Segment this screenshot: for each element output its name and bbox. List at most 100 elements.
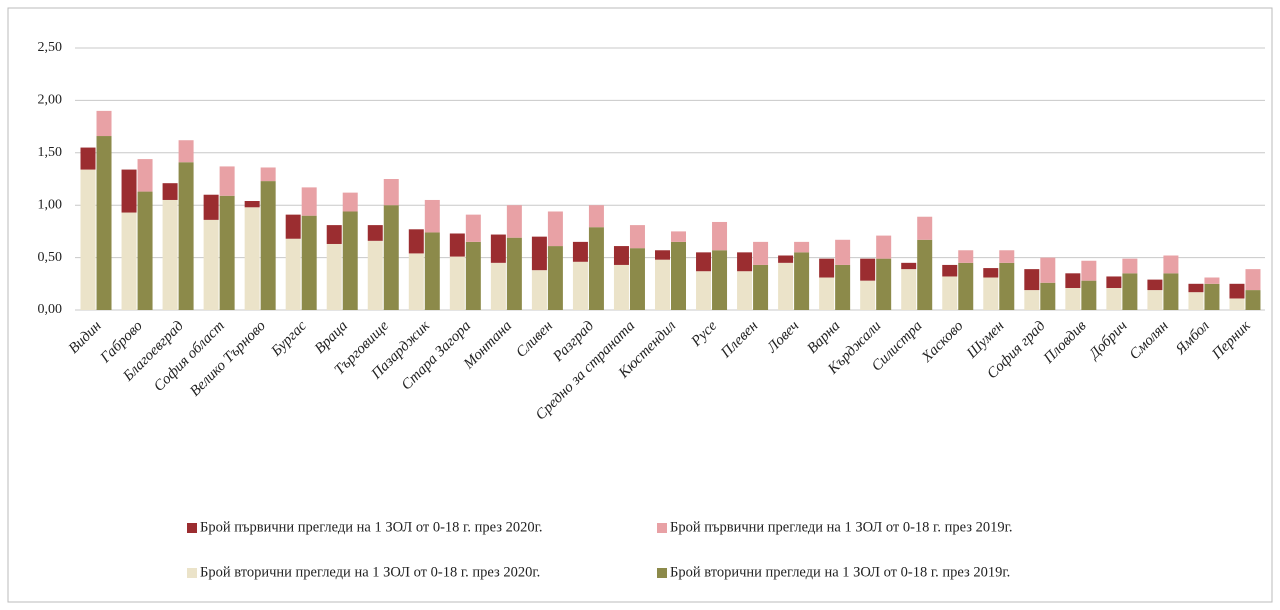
bar-segment xyxy=(1204,283,1220,310)
bar-segment xyxy=(531,270,547,310)
bar-segment xyxy=(465,214,481,242)
bar-segment xyxy=(326,243,342,310)
y-tick-label: 1,00 xyxy=(38,197,63,212)
bar-segment xyxy=(712,250,728,310)
bar-segment xyxy=(671,241,686,310)
bar-segment xyxy=(655,259,670,310)
bar-segment xyxy=(465,241,481,310)
bar-segment xyxy=(449,233,465,257)
bar-segment xyxy=(983,268,999,278)
bar-segment xyxy=(588,227,604,310)
bar-segment xyxy=(1188,283,1204,293)
bar-segment xyxy=(162,183,178,200)
bar-segment xyxy=(778,255,794,263)
bar-segment xyxy=(490,262,506,310)
bar-segment xyxy=(326,225,342,244)
bar-segment xyxy=(219,195,235,310)
bar-segment xyxy=(285,238,301,310)
bar-segment xyxy=(449,256,465,310)
y-tick-label: 0,00 xyxy=(38,302,63,317)
bar-segment xyxy=(1024,290,1040,310)
bar-segment xyxy=(901,262,917,270)
bar-segment xyxy=(835,239,851,265)
bar-segment xyxy=(942,264,958,277)
bar-segment xyxy=(572,261,588,310)
bar-segment xyxy=(383,205,399,310)
bar-segment xyxy=(737,271,753,310)
bar-segment xyxy=(901,269,917,310)
bar-segment xyxy=(1188,292,1204,310)
bar-segment xyxy=(301,187,317,216)
bar-segment xyxy=(737,252,753,272)
bar-segment xyxy=(712,221,728,251)
bar-segment xyxy=(778,262,794,310)
bar-segment xyxy=(819,277,835,310)
legend-swatch xyxy=(187,523,197,533)
bar-segment xyxy=(342,211,358,310)
bar-segment xyxy=(876,235,892,259)
bar-segment xyxy=(1106,276,1122,288)
bar-segment xyxy=(1229,298,1245,310)
bar-segment xyxy=(942,276,958,310)
legend-swatch xyxy=(657,568,667,578)
bar-segment xyxy=(367,225,383,241)
bar-segment xyxy=(219,166,235,196)
legend-label: Брой първични прегледи на 1 ЗОЛ от 0-18 … xyxy=(200,519,543,535)
bar-segment xyxy=(753,241,769,265)
bar-segment xyxy=(1147,279,1163,291)
y-tick-label: 1,50 xyxy=(38,145,63,160)
bar-segment xyxy=(629,248,645,310)
bar-segment xyxy=(244,207,260,310)
bar-segment xyxy=(1245,269,1261,291)
bar-segment xyxy=(876,258,892,310)
bar-segment xyxy=(1040,282,1056,310)
bar-segment xyxy=(137,159,153,192)
bar-segment xyxy=(958,262,974,310)
bar-segment xyxy=(342,192,358,212)
bar-segment xyxy=(613,246,629,265)
bar-segment xyxy=(671,231,686,242)
y-tick-label: 0,50 xyxy=(38,250,63,265)
bar-segment xyxy=(1122,258,1138,274)
bar-segment xyxy=(629,225,645,249)
bar-segment xyxy=(408,253,424,310)
bar-segment xyxy=(794,252,810,310)
bar-segment xyxy=(613,264,629,310)
bar-segment xyxy=(203,194,219,220)
bar-segment xyxy=(1163,273,1179,310)
bar-segment xyxy=(655,250,670,260)
bar-segment xyxy=(96,136,112,310)
bar-segment xyxy=(1106,287,1122,310)
bar-segment xyxy=(80,169,96,310)
bar-segment xyxy=(1065,273,1081,288)
bar-segment xyxy=(696,271,712,310)
bar-segment xyxy=(860,258,876,281)
bar-segment xyxy=(1163,255,1179,274)
bar-segment xyxy=(819,258,835,278)
bar-segment xyxy=(1024,269,1040,291)
y-tick-label: 2,00 xyxy=(38,93,63,108)
bar-segment xyxy=(983,277,999,310)
bar-segment xyxy=(203,219,219,310)
bar-segment xyxy=(260,181,276,310)
bar-segment xyxy=(244,201,260,208)
bar-segment xyxy=(506,237,522,310)
bar-segment xyxy=(1040,257,1056,283)
legend-swatch xyxy=(657,523,667,533)
legend-label: Брой вторични прегледи на 1 ЗОЛ от 0-18 … xyxy=(200,564,540,580)
legend-label: Брой вторични прегледи на 1 ЗОЛ от 0-18 … xyxy=(670,564,1010,580)
bar-segment xyxy=(80,147,96,170)
bar-segment xyxy=(860,280,876,310)
bar-segment xyxy=(121,212,137,310)
bar-segment xyxy=(367,240,383,310)
bar-segment xyxy=(285,214,301,239)
bar-segment xyxy=(408,229,424,254)
bar-segment xyxy=(1065,287,1081,310)
bar-segment xyxy=(424,199,440,233)
bar-segment xyxy=(794,241,810,253)
legend-label: Брой първични прегледи на 1 ЗОЛ от 0-18 … xyxy=(670,519,1013,535)
bar-segment xyxy=(917,216,933,240)
bar-segment xyxy=(999,250,1015,263)
bar-segment xyxy=(1229,283,1245,299)
